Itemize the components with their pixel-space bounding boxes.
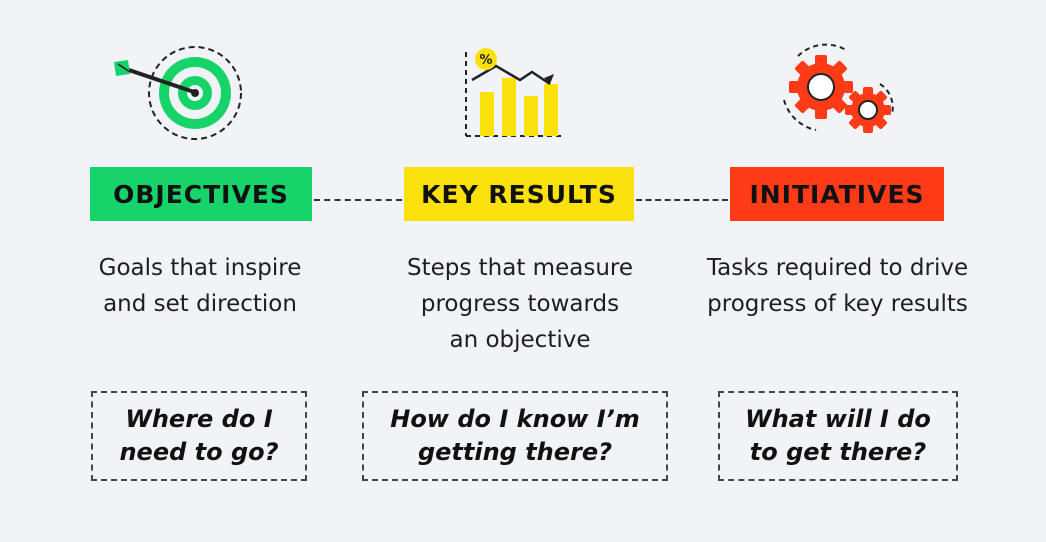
connector-line-1 xyxy=(314,199,402,201)
svg-text:%: % xyxy=(479,53,492,68)
objectives-badge: OBJECTIVES xyxy=(90,167,312,221)
initiatives-description: Tasks required to drive progress of key … xyxy=(675,250,1000,322)
question-line: to get there? xyxy=(749,438,927,466)
description-line: Goals that inspire xyxy=(98,255,302,281)
description-line: Steps that measure xyxy=(407,255,633,281)
description-line: progress towards xyxy=(420,291,620,317)
question-line: need to go? xyxy=(119,438,279,466)
question-line: getting there? xyxy=(417,438,613,466)
target-icon xyxy=(110,44,245,146)
connector-line-2 xyxy=(636,199,728,201)
question-line: Where do I xyxy=(125,405,273,433)
objectives-description: Goals that inspire and set direction xyxy=(60,250,340,322)
initiatives-question-box: What will I do to get there? xyxy=(718,391,958,481)
question-line: What will I do xyxy=(745,405,931,433)
description-line: progress of key results xyxy=(707,291,968,317)
objectives-question-box: Where do I need to go? xyxy=(91,391,307,481)
key-results-question-box: How do I know I’m getting there? xyxy=(362,391,668,481)
description-line: Tasks required to drive xyxy=(706,255,969,281)
key-results-description: Steps that measure progress towards an o… xyxy=(370,250,670,358)
gears-icon xyxy=(776,40,901,149)
question-line: How do I know I’m xyxy=(390,405,640,433)
initiatives-badge: INITIATIVES xyxy=(730,167,944,221)
key-results-badge: KEY RESULTS xyxy=(404,167,634,221)
description-line: and set direction xyxy=(103,291,297,317)
description-line: an objective xyxy=(449,327,591,353)
chart-icon: % xyxy=(458,44,568,146)
